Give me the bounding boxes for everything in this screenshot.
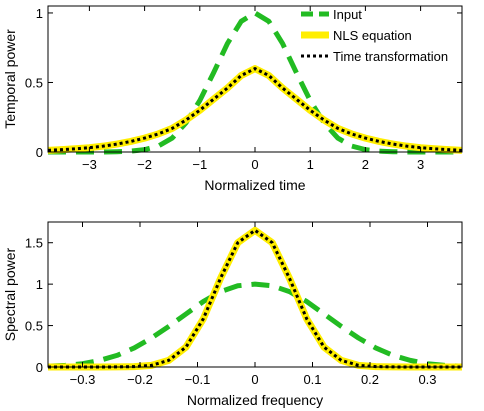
panel2-x-tick-label: −0.3 <box>70 372 96 387</box>
panel2-x-tick-label: 0.1 <box>303 372 321 387</box>
panel2-x-tick-label: 0 <box>251 372 258 387</box>
panel2-x-tick-label: 0.3 <box>418 372 436 387</box>
panel2-y-tick-label: 1.5 <box>25 236 43 251</box>
panel2-x-tick-label: −0.1 <box>185 372 211 387</box>
panel1-x-tick-label: 3 <box>417 157 424 172</box>
panel1-x-tick-label: −3 <box>82 157 97 172</box>
panel2-y-tick-label: 1 <box>36 277 43 292</box>
panel1-series-time-transformation <box>47 67 463 152</box>
legend-label-input: Input <box>333 7 362 22</box>
panel1-y-tick-label: 0 <box>36 145 43 160</box>
legend-label-nls-equation: NLS equation <box>333 28 412 43</box>
panel2-y-tick-label: 0.5 <box>25 319 43 334</box>
panel2-x-tick-label: −0.2 <box>127 372 153 387</box>
panel1-x-tick-label: −2 <box>137 157 152 172</box>
panel2-plot-area <box>48 222 462 367</box>
panel1-x-axis-label: Normalized time <box>204 177 305 193</box>
legend-label-time-transformation: Time transformation <box>333 49 448 64</box>
panel1-x-tick-label: 0 <box>251 157 258 172</box>
panel2-y-tick-label: 0 <box>36 360 43 375</box>
panel1-x-tick-label: −1 <box>192 157 207 172</box>
panel2-x-tick-label: 0.2 <box>361 372 379 387</box>
panel1-plot-area <box>48 6 462 152</box>
panel2-x-axis-label: Normalized frequency <box>187 392 323 408</box>
panel2-y-axis-label: Spectral power <box>2 247 18 341</box>
panel1-x-tick-label: 2 <box>362 157 369 172</box>
panel2-series-input <box>47 281 463 369</box>
panel1-y-axis-label: Temporal power <box>2 29 18 129</box>
panel1-x-tick-label: 1 <box>307 157 314 172</box>
panel1-y-tick-label: 1 <box>36 6 43 21</box>
panel1-y-tick-label: 0.5 <box>25 75 43 90</box>
